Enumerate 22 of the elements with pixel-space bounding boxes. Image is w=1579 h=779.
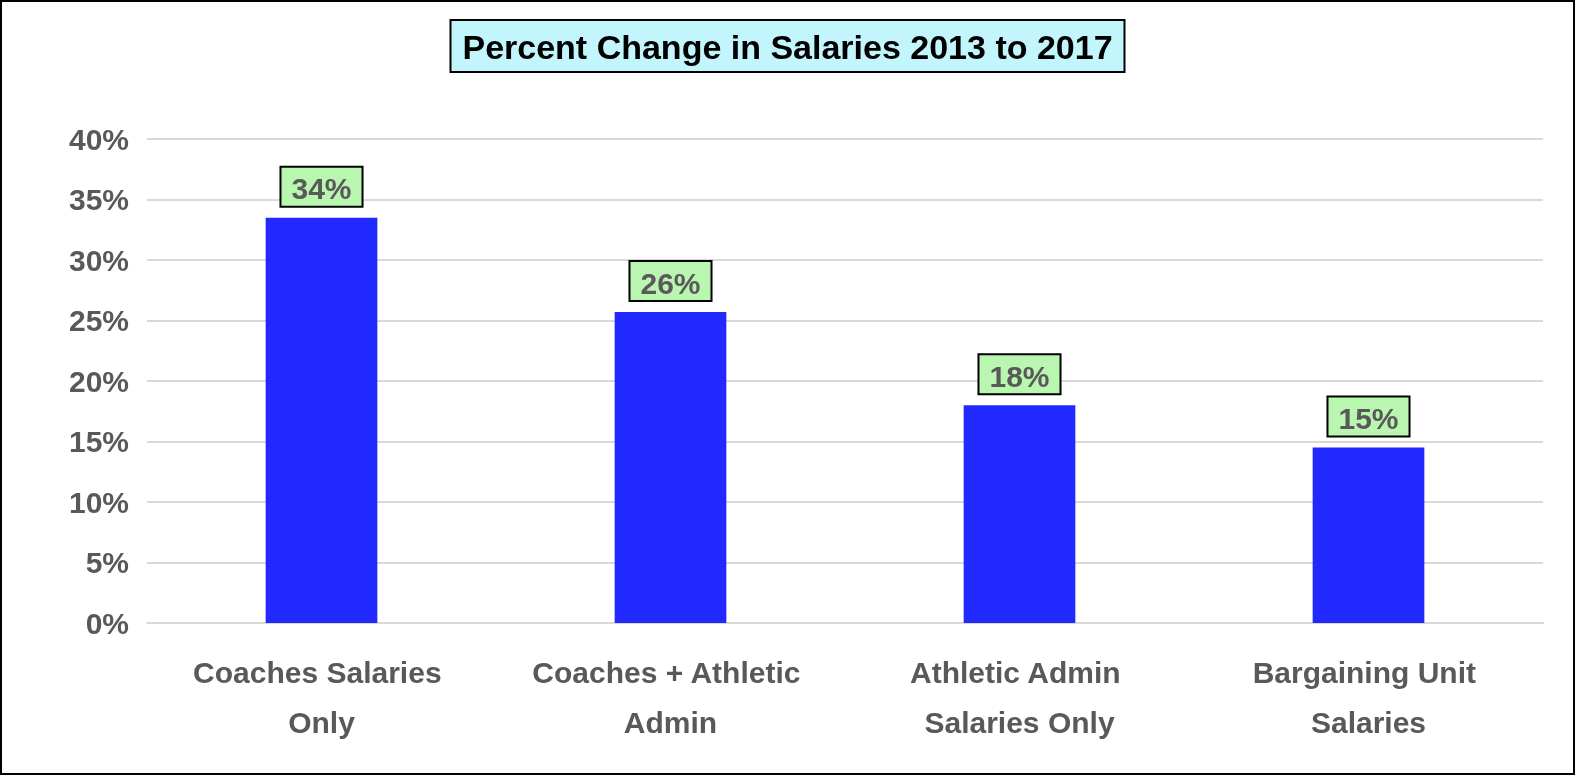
data-label: 15% (1338, 402, 1399, 436)
bar (963, 405, 1076, 623)
data-label: 34% (291, 172, 352, 206)
chart-title: Percent Change in Salaries 2013 to 2017 (462, 28, 1113, 66)
data-label: 18% (989, 359, 1050, 393)
y-tick-label: 20% (68, 364, 129, 398)
x-tick-label: Athletic Admin Salaries Only (910, 655, 1129, 739)
x-tick-label: Bargaining Unit Salaries (1252, 655, 1485, 739)
x-tick-label: Coaches Salaries Only (193, 655, 450, 739)
y-tick-label: 5% (85, 546, 129, 579)
y-tick-label: 0% (85, 606, 129, 640)
y-tick-label: 25% (68, 304, 129, 337)
data-label: 26% (640, 266, 701, 300)
bar (614, 312, 727, 623)
x-tick-label: Coaches + Athletic Admin (532, 655, 809, 739)
y-tick-label: 30% (68, 243, 129, 277)
bar (1312, 447, 1425, 623)
y-tick-label: 15% (68, 425, 129, 458)
y-tick-label: 35% (68, 183, 129, 216)
bar (265, 217, 378, 623)
y-tick-label: 40% (68, 122, 129, 156)
y-tick-label: 10% (68, 485, 129, 519)
